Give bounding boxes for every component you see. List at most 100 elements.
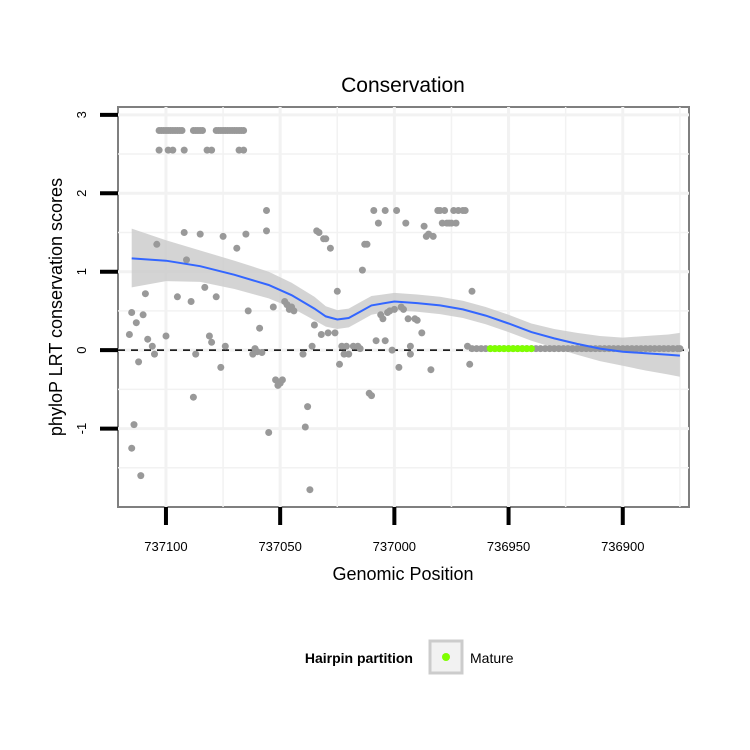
data-point [324,329,332,337]
data-point [466,360,474,368]
data-point [128,444,136,452]
data-point [317,331,325,338]
data-point [676,345,684,353]
mature-point [527,345,535,353]
data-point [363,240,371,248]
data-point [189,393,197,401]
data-point [393,207,401,214]
data-point [137,472,145,480]
data-point [400,305,407,313]
data-point [132,319,140,327]
smooth-line-group [131,257,680,357]
data-point [269,303,277,311]
mature-points [486,345,535,353]
data-point [374,219,382,227]
data-point [333,287,341,295]
data-point [308,342,316,350]
y-tick-label: 0 [74,346,89,353]
data-point [278,376,286,384]
data-point [315,229,323,236]
data-point [240,146,248,154]
data-point [155,146,163,154]
data-point [381,207,389,214]
data-point [420,222,428,230]
legend: Hairpin partition Mature [305,639,514,675]
data-point [406,350,414,358]
data-point [368,392,375,400]
data-point [304,403,312,411]
data-point [196,230,204,238]
y-tick-label: -1 [74,423,89,435]
data-point [173,293,181,301]
data-point [125,331,133,338]
data-point [336,360,343,368]
data-point [452,219,460,227]
data-points [125,127,684,494]
data-point [306,486,314,494]
data-point [221,342,229,350]
data-point [441,207,449,214]
data-point [180,229,188,236]
data-point [468,287,476,295]
data-point [258,349,266,356]
legend-entry-mature: Mature [470,650,514,666]
data-point [244,307,252,315]
legend-mature-marker [442,653,450,661]
data-point [162,332,170,340]
data-point [144,335,152,343]
data-point [139,311,147,319]
data-point [427,366,435,374]
data-point [208,146,216,154]
x-tick-label: 737100 [144,539,187,554]
y-tick-label: 3 [74,111,89,118]
data-point [263,227,270,235]
data-point [205,332,213,340]
y-tick-label: 1 [74,268,89,275]
data-point [242,230,250,238]
data-point [345,350,353,358]
data-point [256,324,264,332]
data-point [301,423,309,431]
data-point [356,345,364,353]
data-point [183,256,190,264]
legend-title: Hairpin partition [305,650,413,666]
data-point [299,350,307,358]
data-point [141,290,149,298]
data-point [461,207,469,214]
chart-title: Conservation [341,74,465,97]
data-point [187,298,195,305]
data-point [404,315,412,323]
data-point [135,358,143,366]
data-point [219,232,227,240]
data-point [342,342,350,350]
data-point [128,309,136,316]
data-point [265,429,273,436]
data-point [429,232,437,240]
data-point [413,316,421,324]
smooth-line [131,257,680,357]
data-point [180,146,188,154]
data-point [178,127,186,134]
data-point [322,235,330,243]
x-tick-label: 737000 [373,539,416,554]
data-point [326,244,334,252]
data-point [370,207,378,214]
data-point [208,338,216,346]
data-point [148,342,156,350]
x-tick-label: 736950 [487,539,530,554]
y-axis-label: phyloP LRT conservation scores [46,178,66,436]
x-tick-label: 736900 [601,539,644,554]
y-tick-label: 2 [74,190,89,197]
x-axis-label: Genomic Position [332,564,473,584]
data-point [233,244,241,252]
data-point [192,350,200,358]
data-point [418,329,426,337]
data-point [381,337,389,345]
data-point [395,363,403,371]
data-point [240,127,248,134]
data-point [358,266,366,274]
data-point [151,350,158,358]
data-point [406,342,414,350]
data-point [402,219,410,227]
